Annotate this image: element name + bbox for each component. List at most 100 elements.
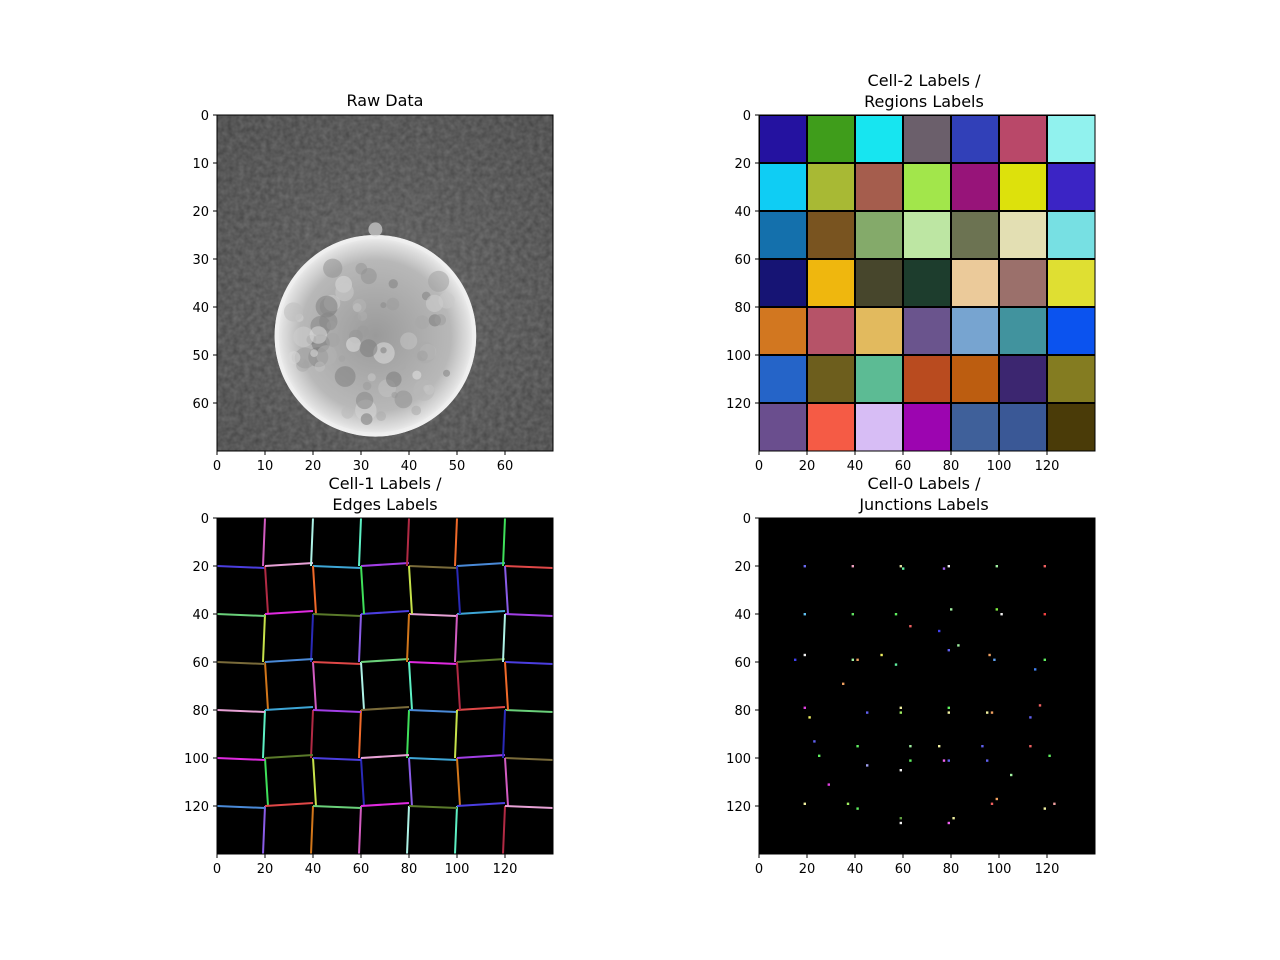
panel-regions-labels: Cell-2 Labels / Regions Labels 0 20 40 60 80… [726,71,1096,474]
region-cell [950,306,1001,357]
region-cell [1046,258,1095,309]
junction-point [1029,716,1032,719]
edge [502,613,506,663]
coin-texture [412,370,422,380]
junction-point [947,711,950,714]
coin-texture [362,381,372,391]
coin-texture [443,369,451,377]
edge [360,802,410,807]
edge [456,754,506,759]
x-tick-label: 100 [445,862,470,877]
edge [456,610,506,615]
junction-point [1043,565,1046,568]
edge [264,610,314,615]
junction-point [995,797,998,801]
y-tick-label: 80 [734,301,751,316]
raw-image [217,115,553,451]
y-tick-label: 80 [192,704,209,719]
edge [262,518,266,567]
edge [456,562,506,567]
junction-point [995,565,998,568]
edges-map [217,518,553,854]
y-tick-label: 20 [734,560,751,575]
region-cell [950,402,1001,451]
junction-point [947,649,950,652]
region-cell [854,306,905,357]
edge [360,562,410,567]
region-cell [759,210,809,261]
edge [217,709,266,713]
x-tick-label: 0 [755,862,763,877]
edge [360,658,410,663]
edge [310,709,314,759]
coin-texture [341,406,354,419]
region-cell [950,210,1001,261]
coin-texture [353,314,362,322]
region-cell [806,306,857,357]
region-cell [854,162,905,213]
junction-point [947,706,950,709]
edge [264,754,314,759]
y-tick-label: 0 [201,109,209,124]
region-cell [759,306,809,357]
junction-point [899,565,902,568]
junction-point [909,745,912,748]
coin-texture [367,373,376,382]
region-cell [902,162,953,213]
junction-point [846,802,850,805]
x-tick-label: 40 [401,459,418,474]
region-cell [950,354,1001,405]
y-tick-label: 80 [734,704,751,719]
x-tick-label: 30 [353,459,370,474]
region-cell [854,210,905,261]
coin-texture [310,349,318,357]
x-tick-label: 120 [1035,862,1060,877]
y-tick-label: 20 [192,560,209,575]
x-tick-label: 100 [987,459,1012,474]
junction-point [803,565,806,568]
edge [360,757,365,807]
edge [504,661,553,665]
x-tick-label: 40 [847,862,864,877]
junction-point [899,769,902,772]
edge [312,757,317,807]
panel-title-line-1: Cell-0 Labels / [868,474,982,493]
y-tick-label: 0 [743,512,751,527]
edge [456,565,461,615]
junction-point [947,565,950,568]
x-tick-label: 0 [755,459,763,474]
x-tick-label: 100 [987,862,1012,877]
junction-point [899,817,902,820]
edge [264,661,269,711]
region-cell [950,115,1001,165]
junction-point [902,567,905,570]
junction-point [851,565,854,568]
edge [358,805,362,854]
y-tick-label: 40 [192,301,209,316]
edge [264,706,314,711]
region-cell [902,115,953,165]
coin-texture [413,379,435,401]
junction-point [856,658,859,661]
region-cell [902,210,953,261]
junction-point [803,613,806,616]
edge [454,518,458,567]
edge [454,805,458,854]
region-cell [1046,162,1095,213]
panel-title-line-2: Regions Labels [864,92,984,111]
coin-texture [385,371,402,388]
junction-point [827,783,830,786]
region-cell [759,258,809,309]
y-tick-label: 0 [743,109,751,124]
x-tick-label: 20 [799,459,816,474]
edge [504,757,553,761]
junction-point [894,663,898,666]
edge [358,613,362,663]
coin-texture [326,320,337,331]
y-tick-label: 120 [184,800,209,815]
y-tick-label: 40 [734,205,751,220]
region-cell [950,162,1001,213]
coin-texture [355,391,374,410]
coin-texture [380,347,387,354]
junction-point [899,821,902,825]
